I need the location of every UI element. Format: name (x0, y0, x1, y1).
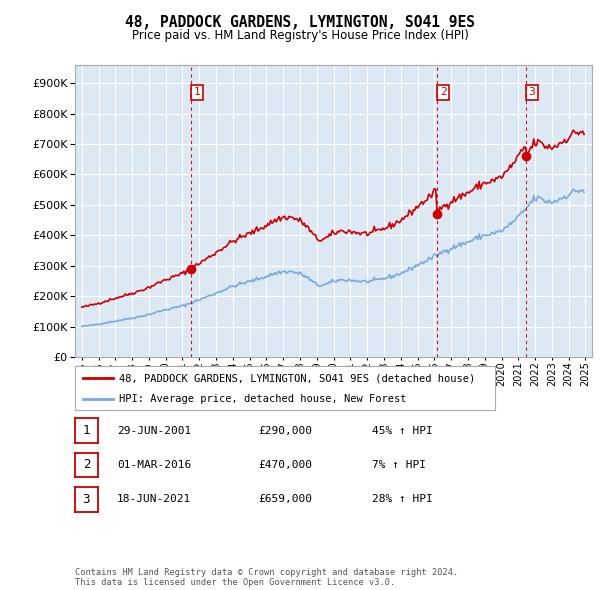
Text: Contains HM Land Registry data © Crown copyright and database right 2024.
This d: Contains HM Land Registry data © Crown c… (75, 568, 458, 587)
Text: 48, PADDOCK GARDENS, LYMINGTON, SO41 9ES: 48, PADDOCK GARDENS, LYMINGTON, SO41 9ES (125, 15, 475, 30)
Text: £659,000: £659,000 (258, 494, 312, 504)
Text: 2: 2 (83, 458, 90, 471)
Text: 48, PADDOCK GARDENS, LYMINGTON, SO41 9ES (detached house): 48, PADDOCK GARDENS, LYMINGTON, SO41 9ES… (119, 373, 475, 383)
Text: 29-JUN-2001: 29-JUN-2001 (117, 426, 191, 435)
Text: 01-MAR-2016: 01-MAR-2016 (117, 460, 191, 470)
Text: £290,000: £290,000 (258, 426, 312, 435)
Text: 45% ↑ HPI: 45% ↑ HPI (372, 426, 433, 435)
Text: 7% ↑ HPI: 7% ↑ HPI (372, 460, 426, 470)
Text: 3: 3 (529, 87, 535, 97)
Text: 1: 1 (83, 424, 90, 437)
Text: 2: 2 (440, 87, 446, 97)
Text: 28% ↑ HPI: 28% ↑ HPI (372, 494, 433, 504)
Text: £470,000: £470,000 (258, 460, 312, 470)
Text: HPI: Average price, detached house, New Forest: HPI: Average price, detached house, New … (119, 394, 407, 404)
Text: 18-JUN-2021: 18-JUN-2021 (117, 494, 191, 504)
Text: 3: 3 (83, 493, 90, 506)
Text: 1: 1 (193, 87, 200, 97)
Text: Price paid vs. HM Land Registry's House Price Index (HPI): Price paid vs. HM Land Registry's House … (131, 30, 469, 42)
